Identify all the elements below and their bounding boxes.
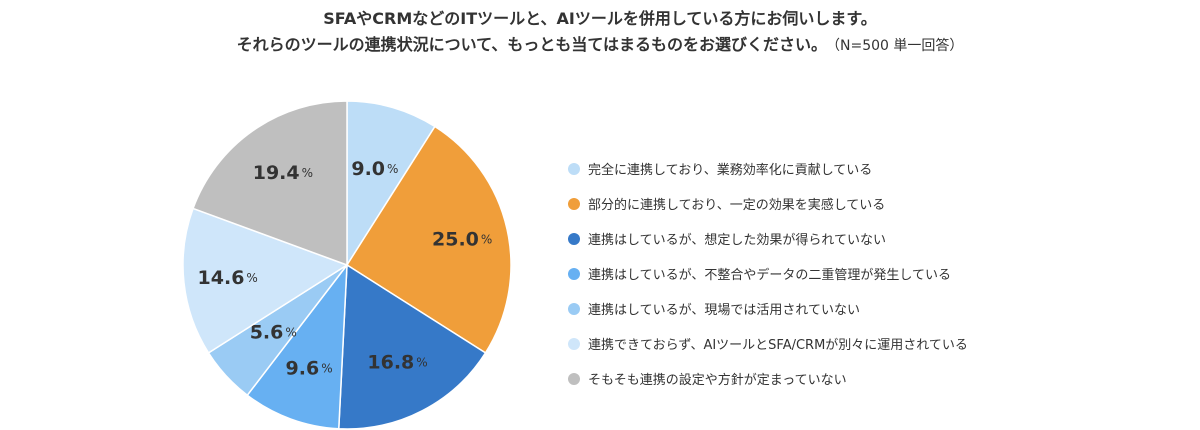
legend-item-7: そもそも連携の設定や方針が定まっていない (568, 361, 968, 396)
pie-slice-1 (346, 100, 436, 268)
legend-label: 連携できておらず、AIツールとSFA/CRMが別々に運用されている (588, 338, 968, 353)
legend-label: 連携はしているが、想定した効果が得られていない (588, 233, 886, 248)
pie-slice-3 (337, 263, 487, 430)
pie-label-2: 25.0% (432, 228, 492, 250)
legend-item-1: 完全に連携しており、業務効率化に貢献している (568, 151, 968, 186)
legend-swatch (568, 232, 580, 245)
chart-title: SFAやCRMなどのITツールと、AIツールを併用している方にお伺いします。 そ… (0, 6, 1200, 59)
title-line-2-text: それらのツールの連携状況について、もっとも当てはまるものをお選びください。 (236, 35, 828, 54)
legend-item-6: 連携できておらず、AIツールとSFA/CRMが別々に運用されている (568, 326, 968, 361)
legend-label: 連携はしているが、不整合やデータの二重管理が発生している (588, 268, 951, 283)
legend-label: そもそも連携の設定や方針が定まっていない (588, 373, 847, 388)
legend-swatch (568, 162, 580, 175)
legend-label: 部分的に連携しており、一定の効果を実感している (588, 198, 886, 213)
legend-swatch (568, 337, 580, 350)
legend-item-5: 連携はしているが、現場では活用されていない (568, 291, 968, 326)
pie-slice-2 (345, 125, 512, 354)
title-line-1: SFAやCRMなどのITツールと、AIツールを併用している方にお伺いします。 (323, 9, 877, 28)
pie-label-5: 5.6% (250, 322, 297, 344)
legend-label: 完全に連携しており、業務効率化に貢献している (588, 163, 873, 178)
title-line-2: それらのツールの連携状況について、もっとも当てはまるものをお選びください。 （N=… (0, 32, 1200, 59)
pie-label-7: 19.4% (253, 162, 313, 184)
pie-slice-7 (192, 100, 348, 267)
pie-label-4: 9.6% (286, 357, 333, 379)
legend-swatch (568, 197, 580, 210)
legend-item-3: 連携はしているが、想定した効果が得られていない (568, 221, 968, 256)
pie-label-1: 9.0% (351, 158, 398, 180)
legend-item-2: 部分的に連携しており、一定の効果を実感している (568, 186, 968, 221)
legend-swatch (568, 372, 580, 385)
legend-label: 連携はしているが、現場では活用されていない (588, 303, 860, 318)
legend: 完全に連携しており、業務効率化に貢献している 部分的に連携しており、一定の効果を実… (568, 151, 968, 396)
legend-swatch (568, 302, 580, 315)
pie-slice-4 (246, 262, 348, 430)
legend-item-4: 連携はしているが、不整合やデータの二重管理が発生している (568, 256, 968, 291)
sample-note: （N=500 単一回答） (833, 38, 964, 54)
pie-label-6: 14.6% (198, 267, 258, 289)
pie-label-3: 16.8% (367, 352, 427, 374)
legend-swatch (568, 267, 580, 280)
pie-slice-6 (182, 207, 349, 354)
